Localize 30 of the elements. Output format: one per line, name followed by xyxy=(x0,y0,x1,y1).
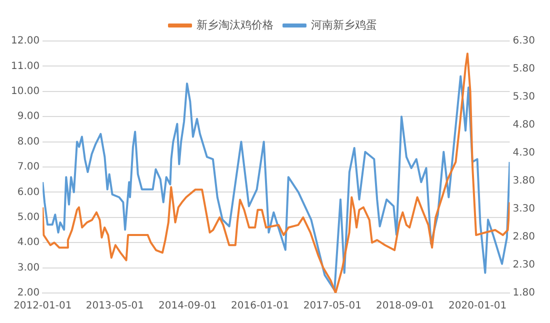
y2-tick-label: 5.30 xyxy=(512,92,535,103)
y-tick-label: 11.00 xyxy=(10,60,40,72)
y-tick-label: 7.00 xyxy=(17,162,40,173)
legend-label: 新乡淘汰鸡价格 xyxy=(196,18,274,32)
y-tick-label: 8.00 xyxy=(17,136,40,148)
x-tick-label: 2016-01-01 xyxy=(231,300,290,312)
y-tick-label: 4.00 xyxy=(17,237,40,248)
y2-tick-label: 3.30 xyxy=(512,204,535,215)
y2-tick-label: 1.80 xyxy=(512,288,535,299)
x-tick-label: 2013-05-01 xyxy=(86,300,144,312)
y-tick-label: 10.00 xyxy=(10,86,40,97)
x-tick-label: 2018-09-01 xyxy=(376,300,434,312)
y-tick-label: 6.00 xyxy=(17,186,40,198)
y-tick-label: 5.00 xyxy=(17,212,40,223)
y2-tick-label: 2.80 xyxy=(512,232,535,243)
y-tick-label: 3.00 xyxy=(17,262,40,274)
y2-tick-label: 2.30 xyxy=(512,260,535,271)
y-tick-label: 9.00 xyxy=(17,111,40,122)
y2-tick-label: 4.80 xyxy=(512,120,535,131)
y-tick-label: 2.00 xyxy=(17,288,40,299)
y2-tick-label: 3.80 xyxy=(512,176,535,187)
x-tick-label: 2014-09-01 xyxy=(158,300,217,312)
y2-tick-label: 6.30 xyxy=(512,36,535,47)
x-tick-label: 2017-05-01 xyxy=(303,300,362,312)
y2-tick-label: 5.80 xyxy=(512,64,535,75)
legend-label: 河南新乡鸡蛋 xyxy=(311,18,377,32)
x-tick-label: 2020-01-01 xyxy=(448,300,507,312)
x-tick-label: 2012-01-01 xyxy=(14,300,72,312)
y2-tick-label: 4.30 xyxy=(512,148,535,159)
y-tick-label: 12.00 xyxy=(10,36,40,47)
